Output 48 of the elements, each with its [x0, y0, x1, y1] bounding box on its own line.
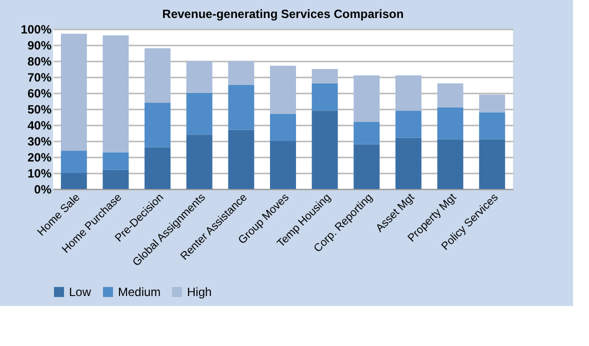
bar — [228, 130, 254, 189]
legend-label: High — [187, 285, 212, 299]
y-tick-label: 20% — [27, 150, 52, 164]
y-tick-label: 90% — [27, 38, 52, 52]
bar — [186, 61, 212, 93]
y-tick-label: 80% — [27, 54, 52, 68]
y-tick-label: 30% — [27, 134, 52, 148]
bar — [354, 122, 380, 144]
bar — [437, 107, 464, 140]
bar — [60, 173, 87, 189]
bar — [228, 85, 254, 130]
y-tick-label: 40% — [27, 118, 52, 132]
chart-title: Revenue-generating Services Comparison — [162, 7, 404, 21]
bar — [186, 134, 212, 189]
bar — [354, 75, 380, 122]
bar — [479, 94, 506, 112]
bar — [144, 48, 171, 103]
bar — [102, 35, 129, 152]
bar — [270, 66, 296, 114]
bar — [102, 170, 129, 189]
bar — [186, 93, 212, 135]
y-tick-label: 100% — [20, 22, 52, 36]
bar — [479, 139, 506, 189]
bar — [270, 141, 296, 189]
y-tick-label: 60% — [27, 86, 52, 100]
bar — [479, 112, 506, 140]
y-tick-label: 50% — [27, 102, 52, 116]
bar — [395, 75, 422, 111]
bar — [395, 138, 422, 189]
bar — [312, 83, 338, 111]
bar — [437, 139, 464, 189]
legend-label: Low — [69, 285, 92, 299]
y-tick-label: 0% — [34, 182, 52, 196]
bar — [144, 147, 171, 189]
y-tick-label: 70% — [27, 70, 52, 84]
bar — [60, 150, 87, 173]
legend-label: Medium — [118, 285, 161, 299]
bar — [437, 83, 464, 108]
bar — [228, 61, 254, 85]
y-tick-label: 10% — [27, 166, 52, 180]
bar — [312, 110, 338, 189]
bar — [144, 102, 171, 148]
bar — [270, 114, 296, 141]
bar — [354, 144, 380, 189]
bar — [102, 152, 129, 170]
bar — [395, 110, 422, 138]
bar — [312, 69, 338, 84]
bar — [60, 34, 87, 151]
